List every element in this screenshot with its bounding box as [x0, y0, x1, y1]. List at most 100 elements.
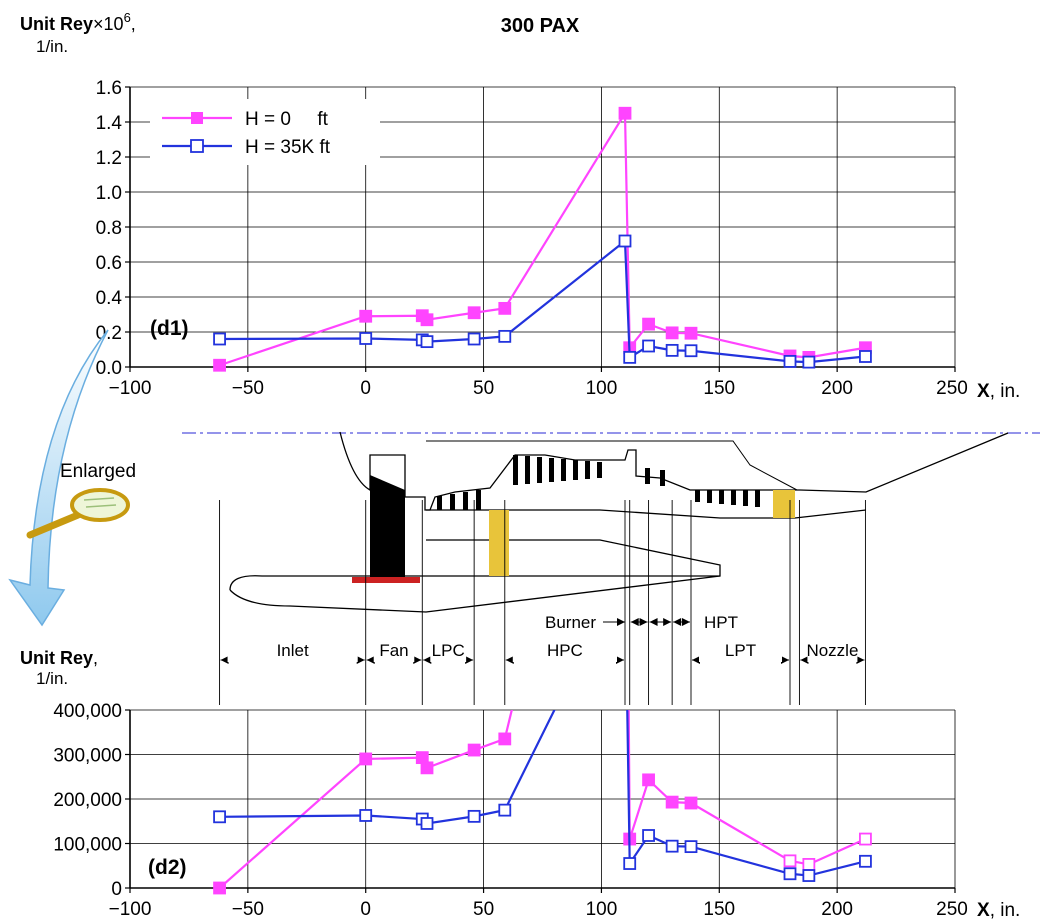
legend-marker-h0	[191, 112, 203, 124]
chart-d2-panel-label: (d2)	[148, 856, 187, 879]
data-point	[642, 829, 655, 842]
arrow-head	[616, 656, 624, 664]
x-tick-label: 150	[703, 378, 735, 399]
chart-d2-ylabel-bold: Unit Rey	[20, 648, 93, 668]
component-label: LPC	[432, 641, 465, 660]
y-tick-label: 200,000	[53, 790, 122, 811]
data-point	[359, 752, 373, 766]
data-point	[783, 854, 797, 868]
data-point	[213, 358, 226, 372]
component-label: Inlet	[277, 641, 309, 660]
fan-hub	[352, 577, 420, 583]
span-label-bg	[807, 642, 858, 662]
data-point	[618, 234, 632, 248]
legend-label-h35: H = 35K ft	[245, 137, 331, 158]
data-point	[802, 869, 816, 882]
core-line	[426, 509, 867, 519]
x-tick-label: 250	[936, 899, 968, 920]
legend-box	[150, 99, 380, 165]
arrow-head	[639, 618, 648, 626]
data-point	[420, 335, 434, 349]
legend-label-h0: H = 0 ft	[245, 109, 329, 130]
arrow-head	[663, 618, 672, 626]
data-point	[684, 326, 698, 340]
data-point	[623, 857, 637, 870]
data-point	[420, 817, 434, 830]
y-tick-label: 1.6	[96, 78, 122, 99]
x-tick-label: −50	[232, 378, 264, 399]
data-point	[213, 881, 226, 895]
turbine-stages	[645, 468, 760, 507]
x-tick-label: 0	[360, 378, 371, 399]
chart-d1-ylabel-unit: 1/in.	[36, 37, 68, 56]
curved-arrow	[8, 329, 109, 627]
y-tick-label: 0.8	[96, 218, 122, 239]
chart-d1-ylabel-suffix: ×10	[93, 14, 124, 34]
data-point	[665, 326, 679, 340]
chart-d2-ylabel: Unit Rey,	[20, 648, 98, 668]
hpt-label: HPT	[704, 613, 738, 632]
data-point	[420, 313, 434, 327]
data-point	[859, 854, 872, 868]
data-point	[665, 839, 679, 853]
x-tick-label: 50	[473, 899, 494, 920]
data-point	[684, 796, 698, 810]
series-line	[219, 710, 866, 877]
data-point	[642, 773, 655, 787]
hpc-stages	[513, 455, 602, 485]
arrow-head	[781, 656, 789, 664]
arrow-head	[682, 618, 690, 626]
arrow-head	[649, 618, 658, 626]
series-line	[219, 238, 866, 364]
data-point	[859, 350, 872, 363]
chart-d2-xlabel-unit: , in.	[990, 900, 1021, 921]
chart-d2-xlabel-bold: X	[977, 900, 990, 921]
data-point	[498, 732, 512, 746]
arrow-head	[617, 618, 625, 626]
chart-d1-series	[213, 106, 872, 372]
engine-schematic: Inlet Fan LPC HPC LPT Nozzle Burner HPT	[182, 431, 1040, 705]
y-tick-label: 1.0	[96, 183, 122, 204]
arrow-head	[356, 656, 365, 664]
span-label-bg	[512, 642, 617, 662]
data-point	[623, 350, 637, 364]
lpt-exit	[773, 490, 795, 518]
arrow-head	[366, 656, 375, 664]
casing-line	[426, 440, 798, 491]
enlarged-callout: Enlarged	[8, 329, 136, 627]
engine-station-lines	[219, 500, 866, 705]
data-point	[642, 317, 655, 331]
data-point	[498, 301, 512, 315]
data-point	[618, 106, 632, 120]
series-1	[213, 234, 872, 369]
legend-marker-h35	[190, 139, 204, 153]
data-point	[213, 332, 226, 346]
arrow-head	[413, 656, 422, 664]
data-point	[783, 354, 797, 368]
data-point	[684, 840, 698, 854]
data-point	[213, 810, 226, 824]
burner-label: Burner	[545, 613, 596, 632]
component-label: HPC	[547, 641, 583, 660]
bottom-nacelle	[229, 539, 721, 591]
arrow-head	[465, 656, 474, 664]
bottom-nacelle-lower	[229, 575, 721, 613]
y-tick-label: 300,000	[53, 746, 122, 767]
x-tick-label: 200	[821, 899, 853, 920]
data-point	[467, 809, 481, 823]
component-label: LPT	[725, 641, 756, 660]
y-tick-label: 1.2	[96, 148, 122, 169]
chart-d2-ylabel-suffix: ,	[93, 648, 98, 668]
chart-d1-legend: H = 0 ft H = 35K ft	[150, 99, 380, 165]
span-label-bg	[227, 642, 358, 662]
arrow-head	[220, 656, 229, 664]
x-tick-label: 50	[473, 378, 494, 399]
data-point	[802, 858, 816, 871]
data-point	[642, 339, 655, 353]
chart-d2-ticks: −100 −50 0 50 100 150 200 250 0 100,000 200,000 300…	[53, 701, 968, 920]
data-point	[359, 809, 373, 822]
lpc-stages	[437, 490, 481, 510]
data-point	[359, 332, 373, 345]
data-point	[359, 309, 373, 323]
